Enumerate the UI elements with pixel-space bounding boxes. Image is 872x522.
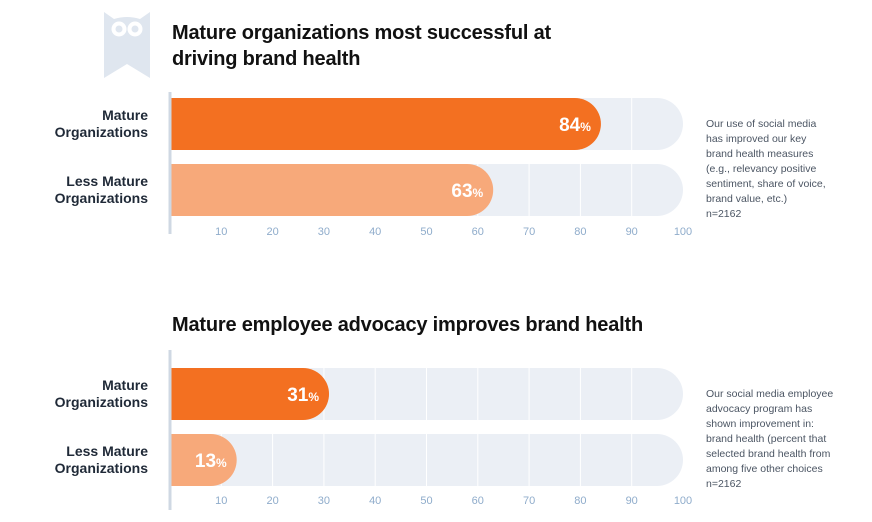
category-label: Less Mature [66,173,148,189]
note-line: Our use of social media [706,118,817,130]
category-label: Less Mature [66,443,148,459]
bar-0 [170,368,330,420]
bar-1 [170,164,494,216]
bar-value-label: 31% [287,385,319,406]
x-tick-label: 40 [369,226,381,238]
category-label: Mature [102,377,148,393]
bar-value-number: 31 [287,385,309,406]
bar-value-unit: % [216,456,227,470]
note-line: brand health measures [706,148,814,160]
note-line: brand value, etc.) [706,193,788,205]
bar-value-unit: % [473,186,484,200]
x-tick-label: 50 [420,226,432,238]
bar-value-label: 13% [195,451,227,472]
category-label: Organizations [55,460,149,476]
x-tick-label: 30 [318,495,330,507]
owl-logo-icon [104,12,150,78]
bar-value-number: 63 [451,181,472,202]
note-line: advocacy program has [706,403,813,415]
bar-1 [170,434,237,486]
x-tick-label: 10 [215,495,227,507]
x-tick-label: 60 [472,226,484,238]
note-line: brand health (percent that [706,433,827,445]
note-line: shown improvement in: [706,418,814,430]
chart-2-note: Our social media employee advocacy progra… [706,387,856,492]
category-label: Organizations [55,124,149,140]
bar-value-number: 13 [195,451,216,472]
chart-1-note: Our use of social media has improved our … [706,117,856,222]
note-line: sentiment, share of voice, [706,178,826,190]
note-line: among five other choices [706,463,823,475]
note-line: Our social media employee [706,388,834,400]
x-tick-label: 100 [674,495,692,507]
x-tick-label: 10 [215,226,227,238]
bar-value-unit: % [308,390,319,404]
x-tick-label: 100 [674,226,692,238]
bar-0 [170,98,601,150]
bar-value-label: 84% [559,115,591,136]
bar-value-label: 63% [451,181,483,202]
note-line: (e.g., relevancy positive [706,163,817,175]
note-line: n=2162 [706,478,742,490]
chart-2-title: Mature employee advocacy improves brand … [172,314,643,336]
x-tick-label: 40 [369,495,381,507]
note-line: selected brand health from [706,448,831,460]
note-line: has improved our key [706,133,807,145]
x-tick-label: 70 [523,495,535,507]
x-tick-label: 20 [266,495,278,507]
category-label: Organizations [55,190,149,206]
bar-value-number: 84 [559,115,581,136]
x-tick-label: 50 [420,495,432,507]
x-tick-label: 30 [318,226,330,238]
category-label: Organizations [55,394,149,410]
chart-1-title: Mature organizations most successful at … [172,22,551,70]
x-tick-label: 90 [626,226,638,238]
bar-value-unit: % [580,120,591,134]
x-tick-label: 80 [574,226,586,238]
note-line: n=2162 [706,208,742,220]
x-tick-label: 70 [523,226,535,238]
x-tick-label: 60 [472,495,484,507]
category-label: Mature [102,107,148,123]
x-tick-label: 80 [574,495,586,507]
x-tick-label: 90 [626,495,638,507]
x-tick-label: 20 [266,226,278,238]
